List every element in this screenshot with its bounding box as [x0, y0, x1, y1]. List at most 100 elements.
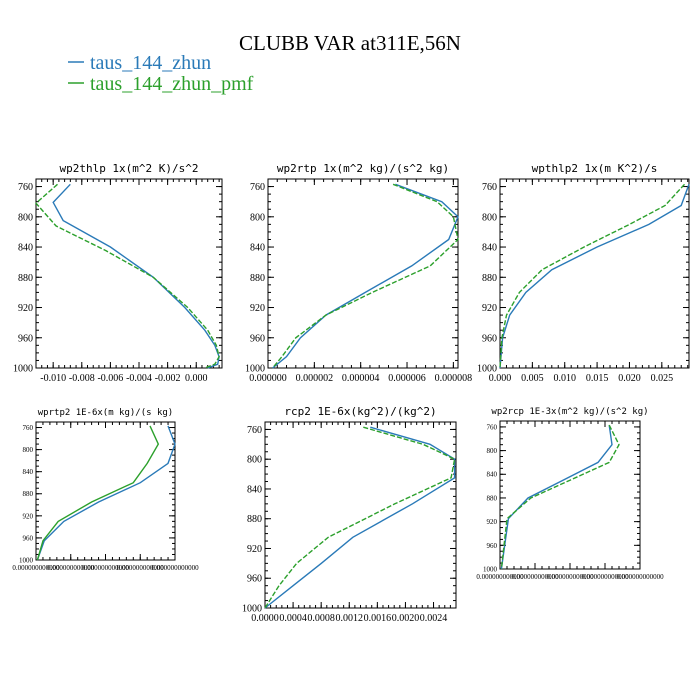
y-tick-label: 800 — [18, 212, 33, 223]
y-tick-label: 920 — [247, 544, 262, 555]
y-tick-label: 1000 — [245, 364, 265, 375]
series-line-2 — [264, 426, 456, 609]
y-tick-label: 760 — [23, 424, 34, 432]
x-tick-label: 0.000008 — [435, 373, 473, 384]
y-tick-label: 760 — [482, 182, 497, 193]
x-tick-label: 0.0000 — [251, 613, 279, 624]
panel-3: wpthlp2 1x(m K^2)/s 760 800 840 880 920 960 100… — [477, 162, 690, 384]
x-tick-label: 0.0016 — [364, 613, 392, 624]
y-tick-label: 840 — [247, 484, 262, 495]
y-tick-label: 880 — [18, 273, 33, 284]
figure-title: CLUBB VAR at311E,56N — [239, 31, 461, 55]
panel-title: wp2rcp 1E-3x(m^2 kg)/(s^2 kg) — [491, 407, 648, 417]
y-tick-label: 1000 — [13, 364, 33, 375]
y-tick-label: 760 — [247, 425, 262, 436]
panel-title: wpthlp2 1x(m K^2)/s — [532, 162, 658, 175]
y-tick-label: 1000 — [483, 565, 498, 573]
panel-6: wp2rcp 1E-3x(m^2 kg)/(s^2 kg) 760 800 840 88… — [476, 407, 664, 581]
y-tick-label: 920 — [250, 303, 265, 314]
y-tick-label: 920 — [487, 518, 498, 526]
legend-label-zhun-pmf: taus_144_zhun_pmf — [90, 73, 254, 95]
x-tick-label: 0.000000000000 — [581, 573, 629, 581]
series-line-2 — [272, 183, 459, 369]
x-tick-label: 0.015 — [586, 373, 609, 384]
x-tick-label: -0.006 — [97, 373, 123, 384]
series-line-1 — [52, 183, 220, 369]
x-tick-label: 0.000 — [489, 373, 512, 384]
series-line-1 — [264, 426, 456, 609]
plot-frame — [35, 421, 176, 561]
x-tick-label: -0.010 — [40, 373, 66, 384]
x-tick-label: 0.000006 — [388, 373, 426, 384]
y-tick-label: 880 — [23, 490, 34, 498]
x-tick-label: 0.000000 — [249, 373, 287, 384]
series-line-2 — [500, 424, 620, 570]
y-tick-label: 800 — [250, 212, 265, 223]
x-tick-label: 0.0012 — [336, 613, 364, 624]
series-line-2 — [36, 425, 160, 561]
x-tick-label: 0.000 — [185, 373, 208, 384]
y-tick-label: 760 — [18, 182, 33, 193]
y-tick-label: 920 — [23, 512, 34, 520]
y-tick-label: 1000 — [477, 364, 497, 375]
panel-4: wprtp2 1E-6x(m kg)/(s kg) 760 800 840 880 920… — [12, 408, 199, 572]
x-tick-label: 0.0024 — [420, 613, 448, 624]
x-tick-label: -0.002 — [155, 373, 181, 384]
x-tick-label: 0.0008 — [307, 613, 335, 624]
x-tick-label: 0.0020 — [392, 613, 420, 624]
y-tick-label: 960 — [250, 333, 265, 344]
x-tick-label: 0.000000000000 — [12, 564, 60, 572]
panel-5: rcp2 1E-6x(kg^2)/(kg^2) 760 800 840 880 920 96… — [242, 405, 457, 624]
x-tick-label: 0.000000000000 — [47, 564, 95, 572]
x-tick-label: 0.020 — [618, 373, 641, 384]
x-tick-label: 0.000000000000 — [82, 564, 130, 572]
x-tick-label: 0.000000000000 — [511, 573, 559, 581]
x-tick-label: 0.000000000000 — [151, 564, 199, 572]
y-tick-label: 840 — [487, 471, 498, 479]
y-tick-label: 840 — [23, 468, 34, 476]
x-tick-label: 0.0004 — [279, 613, 307, 624]
y-tick-label: 920 — [18, 303, 33, 314]
y-tick-label: 960 — [247, 574, 262, 585]
y-tick-label: 920 — [482, 303, 497, 314]
series-line-1 — [499, 184, 690, 369]
series-line-1 — [36, 425, 176, 561]
legend: taus_144_zhun taus_144_zhun_pmf — [68, 52, 254, 95]
plot-frame — [267, 178, 459, 369]
plot-frame — [264, 421, 457, 609]
y-tick-label: 800 — [23, 446, 34, 454]
panel-1: wp2thlp 1x(m^2 K)/s^2 760 800 840 880 920 960 1… — [13, 162, 223, 384]
y-tick-label: 1000 — [19, 556, 34, 564]
panel-title: wp2rtp 1x(m^2 kg)/(s^2 kg) — [277, 162, 449, 175]
plot-frame — [499, 420, 641, 570]
x-tick-label: 0.000002 — [296, 373, 334, 384]
x-tick-label: 0.025 — [651, 373, 674, 384]
y-tick-label: 800 — [247, 455, 262, 466]
y-tick-label: 760 — [487, 423, 498, 431]
y-tick-label: 880 — [250, 273, 265, 284]
x-tick-label: 0.000000000000 — [476, 573, 524, 581]
y-tick-label: 880 — [487, 494, 498, 502]
x-tick-label: -0.004 — [126, 373, 152, 384]
series-line-2 — [499, 183, 686, 369]
plot-frame — [499, 178, 690, 369]
x-tick-label: 0.000000000000 — [546, 573, 594, 581]
y-tick-label: 960 — [482, 333, 497, 344]
x-tick-label: -0.008 — [69, 373, 95, 384]
x-tick-label: 0.000000000000 — [117, 564, 165, 572]
y-tick-label: 1000 — [242, 604, 262, 615]
y-tick-label: 880 — [247, 514, 262, 525]
y-tick-label: 840 — [482, 243, 497, 254]
x-tick-label: 0.005 — [521, 373, 544, 384]
series-line-1 — [500, 425, 613, 570]
y-tick-label: 840 — [250, 243, 265, 254]
y-tick-label: 960 — [487, 542, 498, 550]
series-line-2 — [35, 183, 220, 369]
y-tick-label: 960 — [18, 333, 33, 344]
x-tick-label: 0.000004 — [342, 373, 380, 384]
panel-2: wp2rtp 1x(m^2 kg)/(s^2 kg) 760 800 840 880 92… — [245, 162, 472, 384]
panels: wp2thlp 1x(m^2 K)/s^2 760 800 840 880 920 960 1… — [12, 162, 690, 624]
y-tick-label: 760 — [250, 182, 265, 193]
y-tick-label: 840 — [18, 243, 33, 254]
